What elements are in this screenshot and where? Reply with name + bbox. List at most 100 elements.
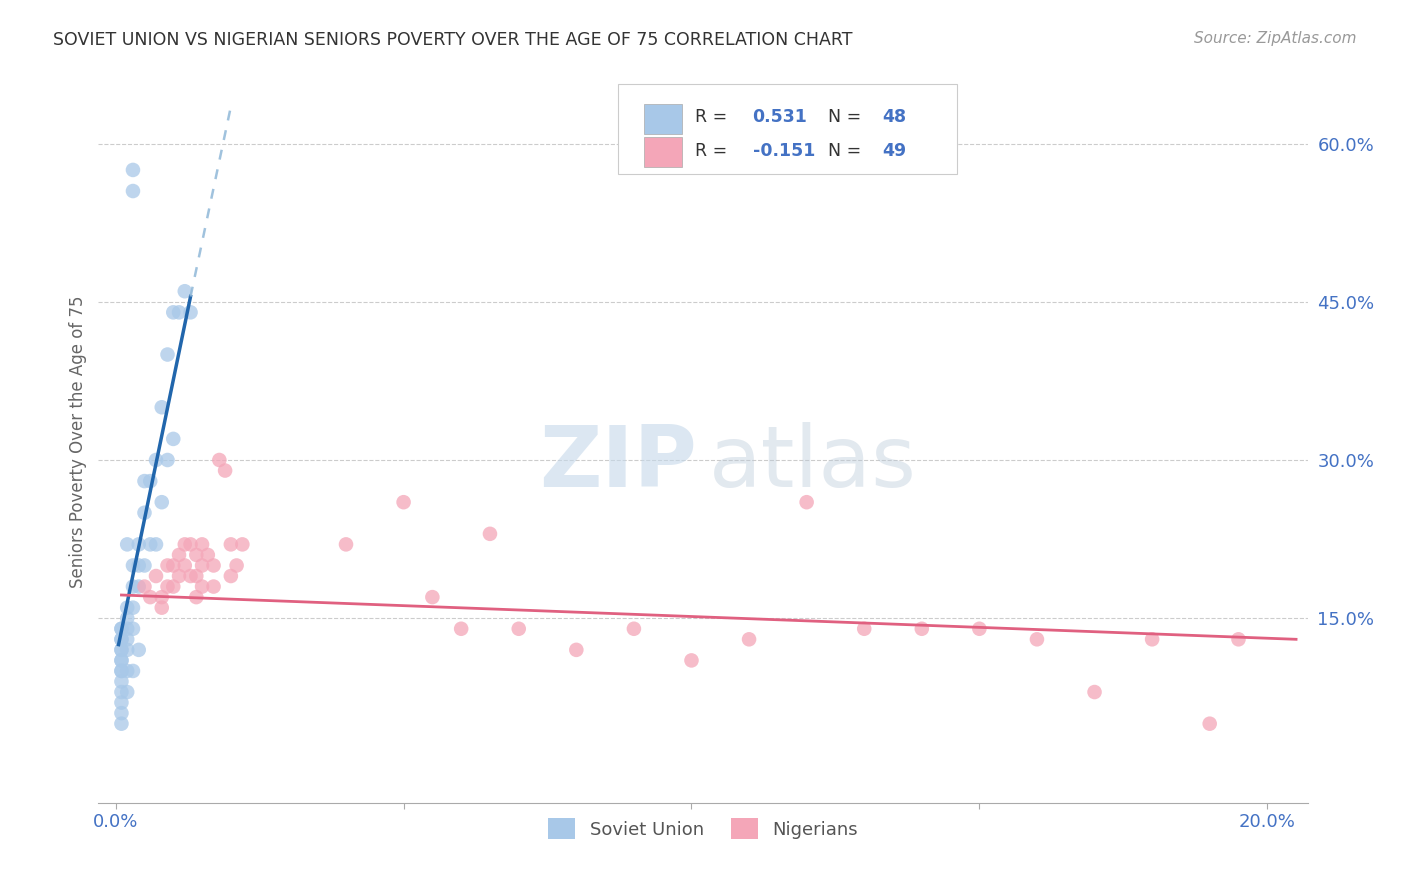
Point bbox=[110, 643, 132, 657]
Point bbox=[139, 537, 162, 551]
Point bbox=[738, 632, 761, 647]
Point bbox=[145, 537, 167, 551]
Point bbox=[115, 632, 138, 647]
Point bbox=[225, 558, 247, 573]
Point bbox=[191, 537, 214, 551]
Point bbox=[1227, 632, 1250, 647]
Point bbox=[392, 495, 415, 509]
Point bbox=[565, 643, 588, 657]
Point bbox=[110, 653, 132, 667]
Text: N =: N = bbox=[828, 109, 866, 127]
Point bbox=[110, 622, 132, 636]
Point bbox=[122, 558, 145, 573]
Text: R =: R = bbox=[695, 109, 733, 127]
Point bbox=[1083, 685, 1105, 699]
Y-axis label: Seniors Poverty Over the Age of 75: Seniors Poverty Over the Age of 75 bbox=[69, 295, 87, 588]
Bar bbox=[644, 103, 682, 135]
Point bbox=[231, 537, 253, 551]
Point bbox=[110, 622, 132, 636]
Point bbox=[110, 632, 132, 647]
Point bbox=[115, 664, 138, 678]
Text: SOVIET UNION VS NIGERIAN SENIORS POVERTY OVER THE AGE OF 75 CORRELATION CHART: SOVIET UNION VS NIGERIAN SENIORS POVERTY… bbox=[53, 31, 853, 49]
Point bbox=[145, 453, 167, 467]
Point bbox=[139, 474, 162, 488]
Point bbox=[150, 590, 173, 604]
Point bbox=[128, 558, 150, 573]
Point bbox=[1198, 716, 1220, 731]
Point bbox=[122, 580, 145, 594]
Point bbox=[150, 401, 173, 415]
Point bbox=[219, 569, 242, 583]
Point bbox=[167, 569, 190, 583]
Point bbox=[173, 284, 195, 298]
Point bbox=[110, 653, 132, 667]
Text: Source: ZipAtlas.com: Source: ZipAtlas.com bbox=[1194, 31, 1357, 46]
Point bbox=[180, 305, 202, 319]
Point bbox=[110, 716, 132, 731]
Point bbox=[110, 664, 132, 678]
Point bbox=[134, 474, 156, 488]
Bar bbox=[644, 137, 682, 168]
Point bbox=[150, 495, 173, 509]
Point bbox=[162, 305, 184, 319]
Point bbox=[115, 643, 138, 657]
Point bbox=[128, 580, 150, 594]
Point bbox=[681, 653, 703, 667]
Point bbox=[422, 590, 444, 604]
Point bbox=[110, 632, 132, 647]
Point bbox=[1140, 632, 1163, 647]
FancyBboxPatch shape bbox=[619, 84, 957, 174]
Point bbox=[115, 600, 138, 615]
Point bbox=[969, 622, 991, 636]
Point bbox=[128, 537, 150, 551]
Point bbox=[202, 580, 225, 594]
Text: 49: 49 bbox=[882, 142, 905, 160]
Point bbox=[796, 495, 818, 509]
Point bbox=[110, 685, 132, 699]
Point bbox=[122, 184, 145, 198]
Text: atlas: atlas bbox=[709, 422, 917, 505]
Point bbox=[110, 643, 132, 657]
Point bbox=[186, 569, 208, 583]
Point bbox=[115, 537, 138, 551]
Text: R =: R = bbox=[695, 142, 733, 160]
Point bbox=[162, 580, 184, 594]
Text: ZIP: ZIP bbox=[540, 422, 697, 505]
Point bbox=[197, 548, 219, 562]
Point bbox=[156, 347, 179, 361]
Point bbox=[110, 664, 132, 678]
Point bbox=[180, 569, 202, 583]
Point bbox=[219, 537, 242, 551]
Point bbox=[335, 537, 357, 551]
Point bbox=[115, 611, 138, 625]
Point bbox=[122, 622, 145, 636]
Point bbox=[110, 674, 132, 689]
Point bbox=[186, 548, 208, 562]
Point bbox=[853, 622, 876, 636]
Point bbox=[122, 664, 145, 678]
Point bbox=[214, 464, 236, 478]
Point bbox=[156, 558, 179, 573]
Point bbox=[911, 622, 934, 636]
Point bbox=[122, 163, 145, 178]
Point bbox=[115, 622, 138, 636]
Text: N =: N = bbox=[828, 142, 866, 160]
Point bbox=[450, 622, 472, 636]
Point bbox=[128, 643, 150, 657]
Text: 0.531: 0.531 bbox=[752, 109, 807, 127]
Point bbox=[110, 706, 132, 720]
Point bbox=[134, 580, 156, 594]
Point bbox=[623, 622, 645, 636]
Text: 48: 48 bbox=[882, 109, 905, 127]
Point bbox=[208, 453, 231, 467]
Point bbox=[134, 558, 156, 573]
Point bbox=[162, 558, 184, 573]
Point bbox=[186, 590, 208, 604]
Point bbox=[508, 622, 530, 636]
Point bbox=[156, 580, 179, 594]
Text: -0.151: -0.151 bbox=[752, 142, 815, 160]
Point bbox=[1026, 632, 1049, 647]
Point bbox=[145, 569, 167, 583]
Point bbox=[139, 590, 162, 604]
Point bbox=[156, 453, 179, 467]
